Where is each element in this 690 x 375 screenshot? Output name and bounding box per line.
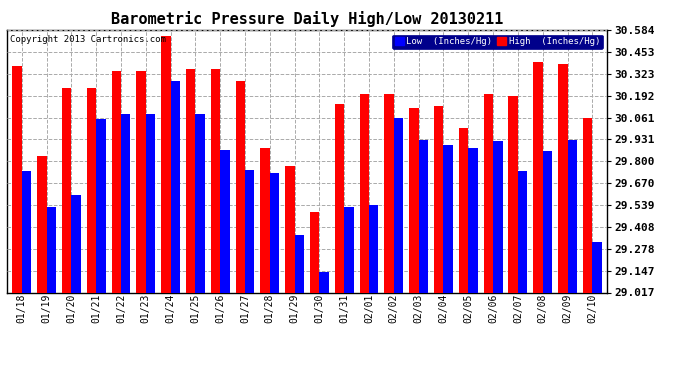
Legend: Low  (Inches/Hg), High  (Inches/Hg): Low (Inches/Hg), High (Inches/Hg) — [392, 34, 602, 49]
Bar — [245, 170, 255, 292]
Bar — [459, 128, 469, 292]
Bar — [384, 94, 394, 292]
Bar — [533, 63, 543, 292]
Bar — [195, 114, 205, 292]
Bar — [335, 104, 344, 292]
Bar — [170, 81, 180, 292]
Bar — [319, 272, 329, 292]
Bar — [22, 171, 31, 292]
Bar — [469, 148, 477, 292]
Bar — [509, 96, 518, 292]
Bar — [444, 145, 453, 292]
Bar — [220, 150, 230, 292]
Bar — [71, 195, 81, 292]
Bar — [235, 81, 245, 292]
Text: Copyright 2013 Cartronics.com: Copyright 2013 Cartronics.com — [10, 35, 166, 44]
Bar — [12, 66, 22, 292]
Bar — [37, 156, 47, 292]
Bar — [558, 64, 567, 292]
Bar — [270, 173, 279, 292]
Bar — [419, 140, 428, 292]
Bar — [211, 69, 220, 292]
Bar — [62, 88, 71, 292]
Bar — [409, 108, 419, 292]
Bar — [47, 207, 56, 292]
Bar — [543, 151, 552, 292]
Bar — [394, 118, 403, 292]
Bar — [592, 242, 602, 292]
Bar — [344, 207, 354, 292]
Bar — [285, 166, 295, 292]
Bar — [295, 235, 304, 292]
Bar — [583, 118, 592, 292]
Bar — [359, 94, 369, 292]
Title: Barometric Pressure Daily High/Low 20130211: Barometric Pressure Daily High/Low 20130… — [111, 12, 503, 27]
Bar — [96, 120, 106, 292]
Bar — [137, 71, 146, 292]
Bar — [121, 114, 130, 292]
Bar — [369, 205, 379, 292]
Bar — [567, 140, 577, 292]
Bar — [310, 211, 319, 292]
Bar — [434, 106, 444, 292]
Bar — [112, 71, 121, 292]
Bar — [484, 94, 493, 292]
Bar — [161, 36, 170, 292]
Bar — [87, 88, 96, 292]
Bar — [146, 114, 155, 292]
Bar — [493, 141, 502, 292]
Bar — [186, 69, 195, 292]
Bar — [518, 171, 527, 292]
Bar — [260, 148, 270, 292]
